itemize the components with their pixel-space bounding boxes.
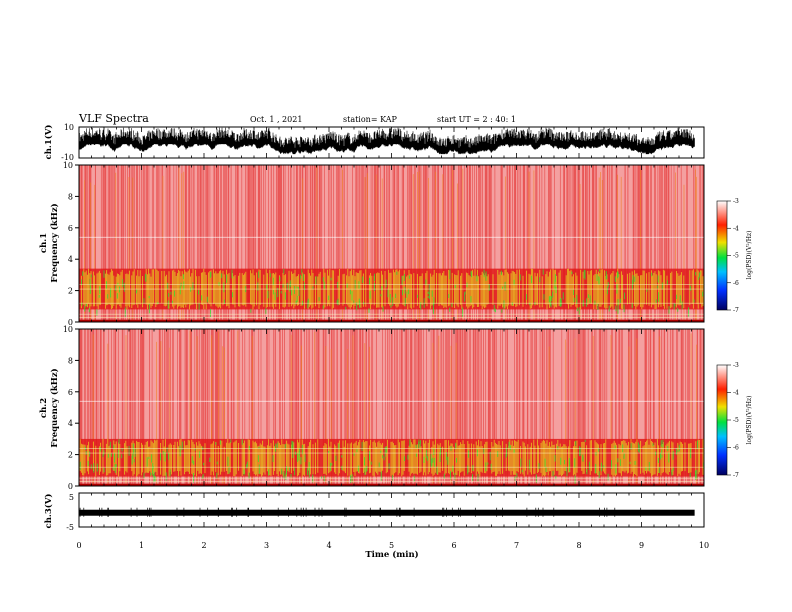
ch2-spectrogram-ytick-label: 4 bbox=[68, 419, 73, 428]
spectrogram-events bbox=[84, 165, 697, 322]
ch2-colorbar-tick-label: -7 bbox=[733, 472, 739, 479]
ch3-waveform-line bbox=[79, 509, 695, 516]
ch2-spectrogram-ylabel-channel: ch.2 bbox=[39, 398, 49, 418]
ch1-colorbar-ticks: -3 -4 -5 -6 -7 bbox=[727, 198, 739, 314]
ch2-colorbar-label: log(PSD)(V²/Hz) bbox=[746, 396, 753, 445]
ch2-colorbar-tick-label: -6 bbox=[733, 445, 739, 452]
ch1-waveform-ylabel: ch.1(V) bbox=[43, 125, 54, 160]
spectrogram-band bbox=[79, 438, 704, 477]
date-label: Oct. 1 , 2021 bbox=[250, 115, 302, 124]
spectrogram-band-green bbox=[79, 439, 705, 484]
ch2-spectrogram-ytick-label: 6 bbox=[68, 388, 73, 397]
ch3-ytick-top: 5 bbox=[69, 493, 74, 502]
time-tick-label: 6 bbox=[451, 541, 456, 550]
time-tick-label: 9 bbox=[639, 541, 644, 550]
ch2-colorbar-tick-label: -5 bbox=[733, 417, 739, 424]
spectrogram-band-yellow bbox=[79, 438, 704, 477]
ch1-colorbar-tick-label: -4 bbox=[733, 225, 739, 232]
ch1-spectrogram-ytick-label: 4 bbox=[68, 255, 73, 264]
time-tick-label: 8 bbox=[576, 541, 581, 550]
ch2-colorbar-tick-label: -3 bbox=[733, 362, 739, 369]
time-tick-label: 0 bbox=[76, 541, 81, 550]
ch2-spectrogram-yticks: 0 2 4 6 8 10 bbox=[63, 325, 79, 491]
ch1-spectrogram-yticks: 0 2 4 6 8 10 bbox=[63, 161, 79, 327]
ch3-waveform-panel: 5 -5 ch.3(V) bbox=[43, 492, 705, 532]
ch2-spectrogram-image bbox=[78, 329, 705, 486]
station-label: station= KAP bbox=[343, 115, 398, 124]
spectrogram-events bbox=[92, 330, 697, 486]
time-tick-label: 4 bbox=[326, 541, 331, 550]
ch1-colorbar-tick-label: -7 bbox=[733, 307, 739, 314]
ch2-colorbar-scale bbox=[716, 364, 728, 476]
ch1-ytick-bottom: -10 bbox=[61, 153, 74, 162]
spectrogram-streaks bbox=[78, 329, 704, 486]
ch1-spectrogram-image bbox=[78, 165, 705, 322]
ch2-spectrogram-ytick-label: 10 bbox=[63, 325, 73, 334]
ch3-waveform-spikes bbox=[79, 507, 642, 517]
ch2-colorbar: -3 -4 -5 -6 -7 log(PSD)(V²/Hz) bbox=[716, 362, 753, 479]
time-tick-label: 5 bbox=[389, 541, 394, 550]
time-tick-label: 10 bbox=[699, 541, 709, 550]
ch1-waveform-line bbox=[79, 127, 695, 155]
time-tick-label: 3 bbox=[264, 541, 269, 550]
time-tick-label: 2 bbox=[201, 541, 206, 550]
ch1-colorbar-tick-label: -3 bbox=[733, 198, 739, 205]
ch3-waveform-trace bbox=[79, 507, 695, 517]
figure-title: VLF Spectra bbox=[78, 112, 149, 125]
ch3-waveform-ylabel: ch.3(V) bbox=[43, 494, 54, 529]
ch1-spectrogram-ytick-label: 2 bbox=[68, 287, 73, 296]
spectrogram-band-green bbox=[78, 269, 704, 318]
ch1-ytick-top: 10 bbox=[64, 123, 74, 132]
ch2-colorbar-tick-label: -4 bbox=[733, 390, 739, 397]
ch1-colorbar: -3 -4 -5 -6 -7 log(PSD)(V²/Hz) bbox=[716, 198, 753, 314]
time-tick-label: 1 bbox=[139, 541, 144, 550]
ch1-colorbar-tick-label: -5 bbox=[733, 253, 739, 260]
ch1-colorbar-scale bbox=[716, 200, 728, 311]
ch1-spectrogram-panel: ch.1 Frequency (kHz) 0 2 4 6 8 10 bbox=[39, 161, 705, 327]
start-time-label: start UT = 2 : 40: 1 bbox=[437, 115, 516, 124]
ch3-ytick-bottom: -5 bbox=[66, 523, 74, 532]
ch1-spectrogram-ytick-label: 8 bbox=[68, 192, 73, 201]
spectrogram-streaks bbox=[79, 165, 705, 322]
ch1-waveform-trace bbox=[79, 127, 695, 155]
ch2-spectrogram-ytick-label: 8 bbox=[68, 356, 73, 365]
ch1-waveform-panel: 10 -10 ch.1(V) bbox=[43, 123, 705, 162]
ch2-spectrogram-ytick-label: 0 bbox=[68, 482, 73, 491]
ch2-spectrogram-ylabel-frequency: Frequency (kHz) bbox=[49, 368, 60, 447]
ch1-spectrogram-ytick-label: 10 bbox=[63, 161, 73, 170]
time-axis-ticks: 0 1 2 3 4 5 6 7 8 9 10 bbox=[76, 127, 709, 550]
ch2-spectrogram-ytick-label: 2 bbox=[68, 451, 73, 460]
ch1-spectrogram-ylabel-channel: ch.1 bbox=[39, 233, 49, 253]
time-axis-label: Time (min) bbox=[365, 549, 418, 560]
ch1-spectrogram-ytick-label: 6 bbox=[68, 224, 73, 233]
ch2-colorbar-ticks: -3 -4 -5 -6 -7 bbox=[727, 362, 739, 479]
ch1-spectrogram-ylabel-frequency: Frequency (kHz) bbox=[49, 203, 60, 282]
ch1-colorbar-label: log(PSD)(V²/Hz) bbox=[746, 231, 753, 280]
ch1-colorbar-tick-label: -6 bbox=[733, 280, 739, 287]
ch2-spectrogram-panel: ch.2 Frequency (kHz) 0 2 4 6 8 10 bbox=[39, 325, 705, 491]
ch1-spectrogram-ytick-label: 0 bbox=[68, 318, 73, 327]
time-tick-label: 7 bbox=[514, 541, 519, 550]
